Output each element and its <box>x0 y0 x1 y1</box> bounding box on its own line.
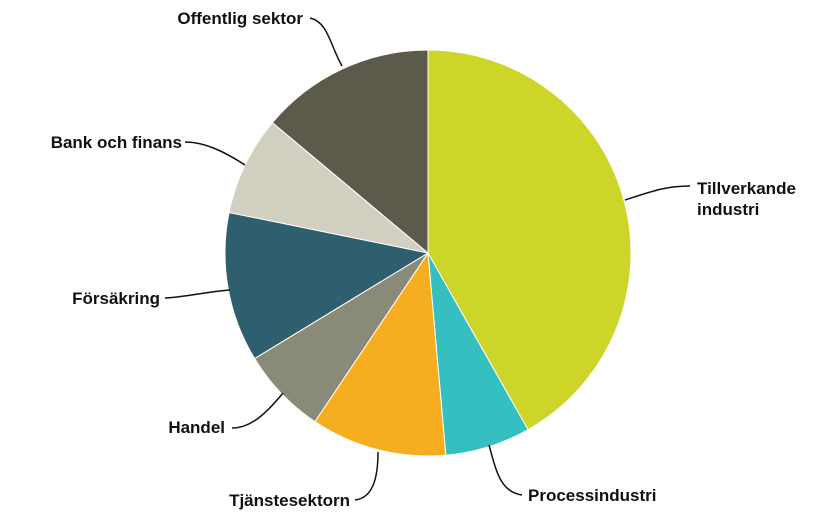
slices <box>224 49 632 457</box>
pie-slice <box>314 251 447 457</box>
slice-label: Tjänstesektorn <box>229 491 350 510</box>
pie-slice <box>224 211 430 360</box>
slice-label: Försäkring <box>72 289 160 308</box>
leader-line <box>488 444 523 496</box>
pie-slice <box>427 49 632 431</box>
leader-line <box>624 185 691 201</box>
slice-label: Processindustri <box>528 486 657 505</box>
pie-slice <box>228 121 429 254</box>
slice-label: Bank och finans <box>50 133 182 152</box>
leader-line <box>354 451 379 501</box>
leader-line <box>164 289 231 299</box>
slice-label: Handel <box>168 418 225 437</box>
slice-label: Tillverkande industri <box>697 179 796 219</box>
leader-line <box>309 17 343 67</box>
leader-line <box>231 392 284 429</box>
slice-label: Offentlig sektor <box>177 9 303 28</box>
leader-line <box>184 141 246 166</box>
pie-slice <box>271 49 429 255</box>
